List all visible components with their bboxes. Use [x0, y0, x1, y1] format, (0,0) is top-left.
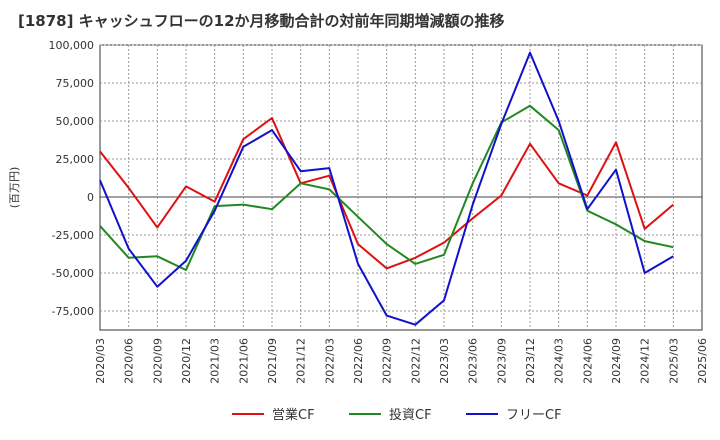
legend-label: 投資CF — [389, 407, 432, 423]
x-tick-label: 2022/09 — [381, 338, 394, 384]
legend-label: 営業CF — [272, 407, 315, 423]
legend-label: フリーCF — [506, 408, 562, 423]
grid — [100, 44, 702, 330]
x-tick-label: 2020/03 — [94, 338, 107, 384]
x-tick-label: 2021/03 — [209, 338, 222, 384]
y-tick-label: 0 — [87, 191, 94, 204]
y-tick-label: 50,000 — [56, 115, 95, 128]
y-axis-label: (百万円) — [8, 167, 21, 209]
x-tick-label: 2021/06 — [237, 338, 250, 384]
plot-area — [99, 44, 703, 331]
x-tick-label: 2020/12 — [180, 338, 193, 384]
x-tick-label: 2022/03 — [323, 338, 336, 384]
series-line-フリーCF — [99, 51, 674, 326]
x-tick-label: 2025/03 — [667, 338, 680, 384]
y-tick-label: -25,000 — [52, 229, 94, 242]
x-tick-label: 2023/12 — [524, 338, 537, 384]
x-tick-label: 2022/12 — [409, 338, 422, 384]
x-tick-label: 2023/09 — [495, 338, 508, 384]
x-tick-label: 2024/09 — [610, 338, 623, 384]
series-line-投資CF — [99, 104, 674, 271]
x-tick-label: 2020/09 — [151, 338, 164, 384]
series-lines — [99, 51, 674, 326]
y-tick-label: -50,000 — [52, 267, 94, 280]
y-tick-label: -75,000 — [52, 305, 94, 318]
axes: 100,000 75,000 50,000 25,000 0 -25,000 -50,000… — [8, 39, 709, 384]
x-tick-label: 2024/06 — [581, 338, 594, 384]
y-tick-label: 75,000 — [56, 77, 95, 90]
series-line-営業CF — [99, 117, 674, 270]
chart-title: [1878] キャッシュフローの12か月移動合計の対前年同期増減額の推移 — [18, 12, 505, 30]
x-tick-label: 2025/06 — [696, 338, 709, 384]
x-tick-label: 2024/12 — [639, 338, 652, 384]
x-tick-label: 2021/12 — [295, 338, 308, 384]
y-tick-label: 25,000 — [56, 153, 95, 166]
y-tick-label: 100,000 — [49, 39, 95, 52]
legend: 営業CF 投資CF フリーCF — [232, 407, 562, 423]
x-tick-label: 2020/06 — [123, 338, 136, 384]
x-tick-label: 2023/06 — [467, 338, 480, 384]
x-tick-label: 2022/06 — [352, 338, 365, 384]
x-tick-label: 2023/03 — [438, 338, 451, 384]
x-tick-label: 2021/09 — [266, 338, 279, 384]
x-tick-label: 2024/03 — [553, 338, 566, 384]
